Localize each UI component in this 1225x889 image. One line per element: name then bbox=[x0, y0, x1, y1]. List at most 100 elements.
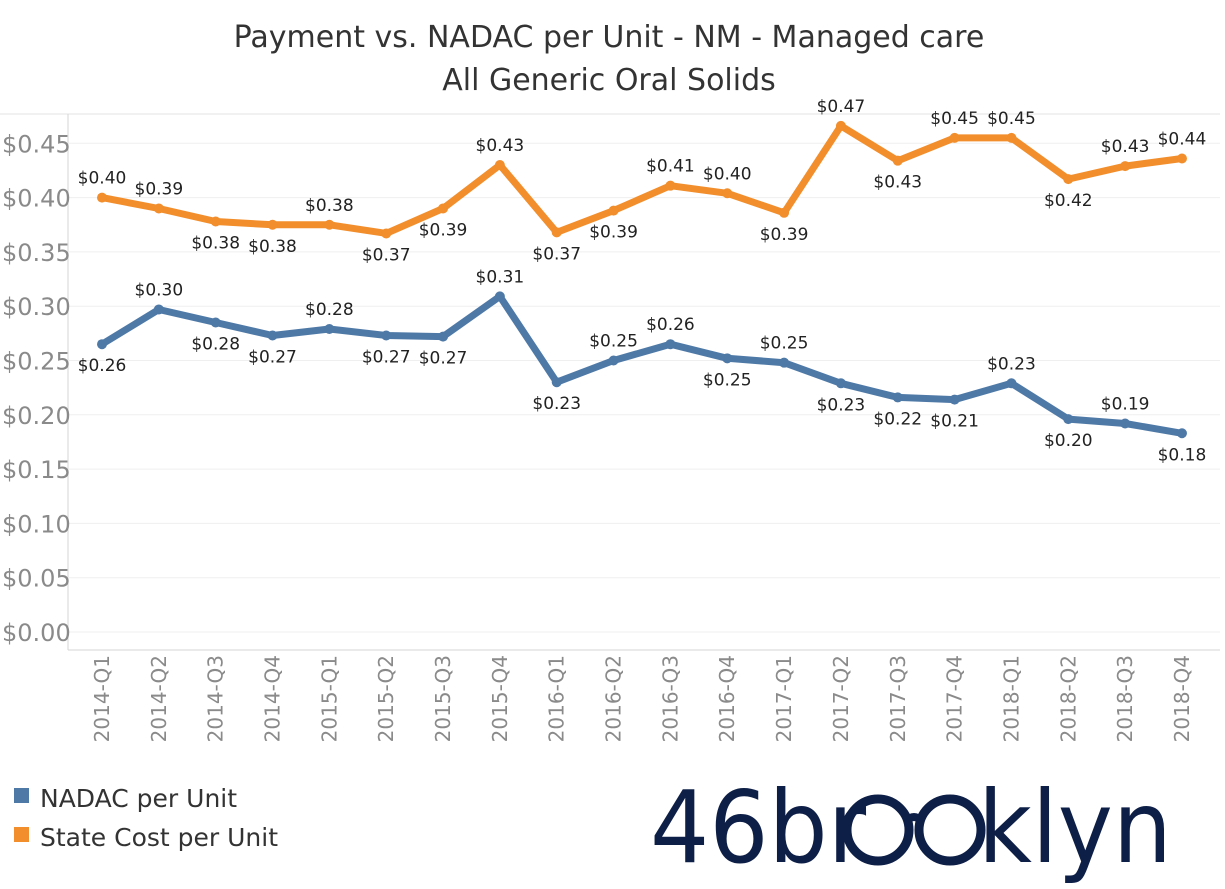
data-point-state-cost bbox=[665, 180, 676, 191]
data-label-state-cost: $0.43 bbox=[873, 173, 922, 193]
data-label-nadac: $0.30 bbox=[135, 280, 184, 300]
series-layer bbox=[97, 120, 1187, 439]
data-point-nadac bbox=[608, 355, 619, 366]
data-label-state-cost: $0.38 bbox=[191, 233, 240, 253]
data-point-nadac bbox=[153, 304, 164, 315]
y-tick-label: $0.25 bbox=[2, 348, 71, 376]
data-point-state-cost bbox=[324, 219, 335, 230]
data-point-nadac bbox=[665, 339, 676, 350]
data-label-nadac: $0.31 bbox=[476, 267, 525, 287]
data-point-nadac bbox=[949, 394, 960, 405]
logo-lens-left bbox=[842, 794, 914, 866]
x-tick-label: 2014-Q3 bbox=[204, 655, 228, 742]
data-point-nadac bbox=[892, 392, 903, 403]
data-point-state-cost bbox=[1176, 153, 1187, 164]
data-point-state-cost bbox=[608, 205, 619, 216]
logo-lens-right bbox=[914, 794, 986, 866]
data-label-state-cost: $0.41 bbox=[646, 157, 695, 177]
data-label-nadac: $0.25 bbox=[589, 332, 638, 352]
x-tick-label: 2014-Q4 bbox=[261, 655, 285, 742]
data-label-state-cost: $0.38 bbox=[248, 237, 297, 257]
data-point-state-cost bbox=[1006, 132, 1017, 143]
data-point-state-cost bbox=[551, 227, 562, 238]
data-point-state-cost bbox=[438, 203, 449, 214]
data-label-nadac: $0.25 bbox=[760, 334, 809, 354]
x-tick-label: 2015-Q1 bbox=[317, 655, 341, 742]
data-point-state-cost bbox=[267, 219, 278, 230]
x-tick-label: 2014-Q2 bbox=[147, 655, 171, 742]
y-tick-label: $0.30 bbox=[2, 293, 71, 321]
data-label-nadac: $0.23 bbox=[817, 395, 866, 415]
data-point-nadac bbox=[267, 330, 278, 341]
data-label-state-cost: $0.38 bbox=[305, 196, 354, 216]
data-label-nadac: $0.28 bbox=[191, 334, 240, 354]
data-point-state-cost bbox=[97, 192, 107, 203]
brand-logo: 46brooklyn bbox=[650, 769, 1172, 886]
x-tick-label: 2014-Q1 bbox=[90, 655, 114, 742]
data-point-nadac bbox=[438, 331, 449, 342]
x-tick-label: 2015-Q2 bbox=[374, 655, 398, 742]
x-tick-label: 2016-Q1 bbox=[545, 655, 569, 742]
x-tick-label: 2015-Q4 bbox=[488, 655, 512, 742]
data-point-state-cost bbox=[722, 188, 733, 199]
x-tick-label: 2017-Q4 bbox=[943, 655, 967, 742]
x-tick-label: 2017-Q2 bbox=[829, 655, 853, 742]
data-label-nadac: $0.26 bbox=[78, 356, 127, 376]
data-point-state-cost bbox=[835, 120, 846, 131]
data-label-nadac: $0.27 bbox=[419, 349, 468, 369]
legend-swatch-nadac bbox=[14, 788, 29, 803]
series-line-nadac bbox=[98, 292, 1186, 437]
data-label-state-cost: $0.40 bbox=[703, 164, 752, 184]
chart-subtitle: All Generic Oral Solids bbox=[442, 63, 776, 98]
y-tick-label: $0.00 bbox=[2, 619, 71, 647]
data-label-nadac: $0.21 bbox=[930, 412, 979, 432]
data-label-state-cost: $0.43 bbox=[476, 136, 525, 156]
data-point-nadac bbox=[551, 377, 562, 388]
x-tick-label: 2016-Q4 bbox=[715, 655, 739, 742]
data-point-state-cost bbox=[381, 228, 392, 239]
data-point-nadac bbox=[494, 291, 505, 302]
x-tick-label: 2018-Q1 bbox=[999, 655, 1023, 742]
data-label-state-cost: $0.44 bbox=[1158, 130, 1207, 150]
data-point-nadac bbox=[97, 339, 107, 350]
y-tick-label: $0.15 bbox=[2, 456, 71, 484]
data-label-state-cost: $0.39 bbox=[589, 223, 638, 243]
data-label-state-cost: $0.39 bbox=[419, 220, 468, 240]
x-tick-label: 2017-Q3 bbox=[886, 655, 910, 742]
data-label-nadac: $0.18 bbox=[1158, 445, 1207, 465]
x-tick-label: 2016-Q3 bbox=[658, 655, 682, 742]
plot-frame bbox=[0, 113, 1220, 651]
data-point-state-cost bbox=[779, 207, 790, 218]
x-tick-label: 2015-Q3 bbox=[431, 655, 455, 742]
y-tick-label: $0.10 bbox=[2, 510, 71, 538]
y-tick-label: $0.20 bbox=[2, 402, 71, 430]
gridlines bbox=[68, 142, 1220, 633]
data-point-state-cost bbox=[949, 132, 960, 143]
x-axis-ticks: 2014-Q1 2014-Q2 2014-Q3 2014-Q4 2015-Q1 2015-… bbox=[90, 655, 1194, 742]
data-point-nadac bbox=[1176, 428, 1187, 439]
y-tick-label: $0.35 bbox=[2, 239, 71, 267]
legend-swatch-state-cost bbox=[14, 827, 29, 842]
legend-label-nadac: NADAC per Unit bbox=[40, 784, 237, 813]
data-point-nadac bbox=[324, 324, 335, 335]
data-point-nadac bbox=[1063, 414, 1074, 425]
data-label-state-cost: $0.45 bbox=[987, 109, 1036, 129]
data-label-state-cost: $0.40 bbox=[78, 169, 127, 189]
data-point-state-cost bbox=[494, 160, 505, 171]
data-label-state-cost: $0.37 bbox=[362, 245, 411, 265]
data-label-nadac: $0.23 bbox=[532, 394, 581, 414]
data-labels-layer: $0.26 $0.30 $0.28 $0.27 $0.28 $0.27 $0.27 $0.31… bbox=[78, 97, 1207, 465]
data-point-state-cost bbox=[1063, 174, 1074, 185]
data-point-nadac bbox=[210, 317, 221, 328]
y-tick-label: $0.05 bbox=[2, 565, 71, 593]
data-point-nadac bbox=[1120, 418, 1131, 429]
data-point-state-cost bbox=[1120, 161, 1131, 172]
data-point-nadac bbox=[1006, 378, 1017, 389]
data-label-nadac: $0.22 bbox=[873, 409, 922, 429]
data-label-nadac: $0.27 bbox=[362, 348, 411, 368]
x-tick-label: 2018-Q3 bbox=[1113, 655, 1137, 742]
data-point-nadac bbox=[381, 330, 392, 341]
data-point-nadac bbox=[722, 353, 733, 364]
data-point-nadac bbox=[835, 378, 846, 389]
data-label-state-cost: $0.43 bbox=[1101, 137, 1150, 157]
